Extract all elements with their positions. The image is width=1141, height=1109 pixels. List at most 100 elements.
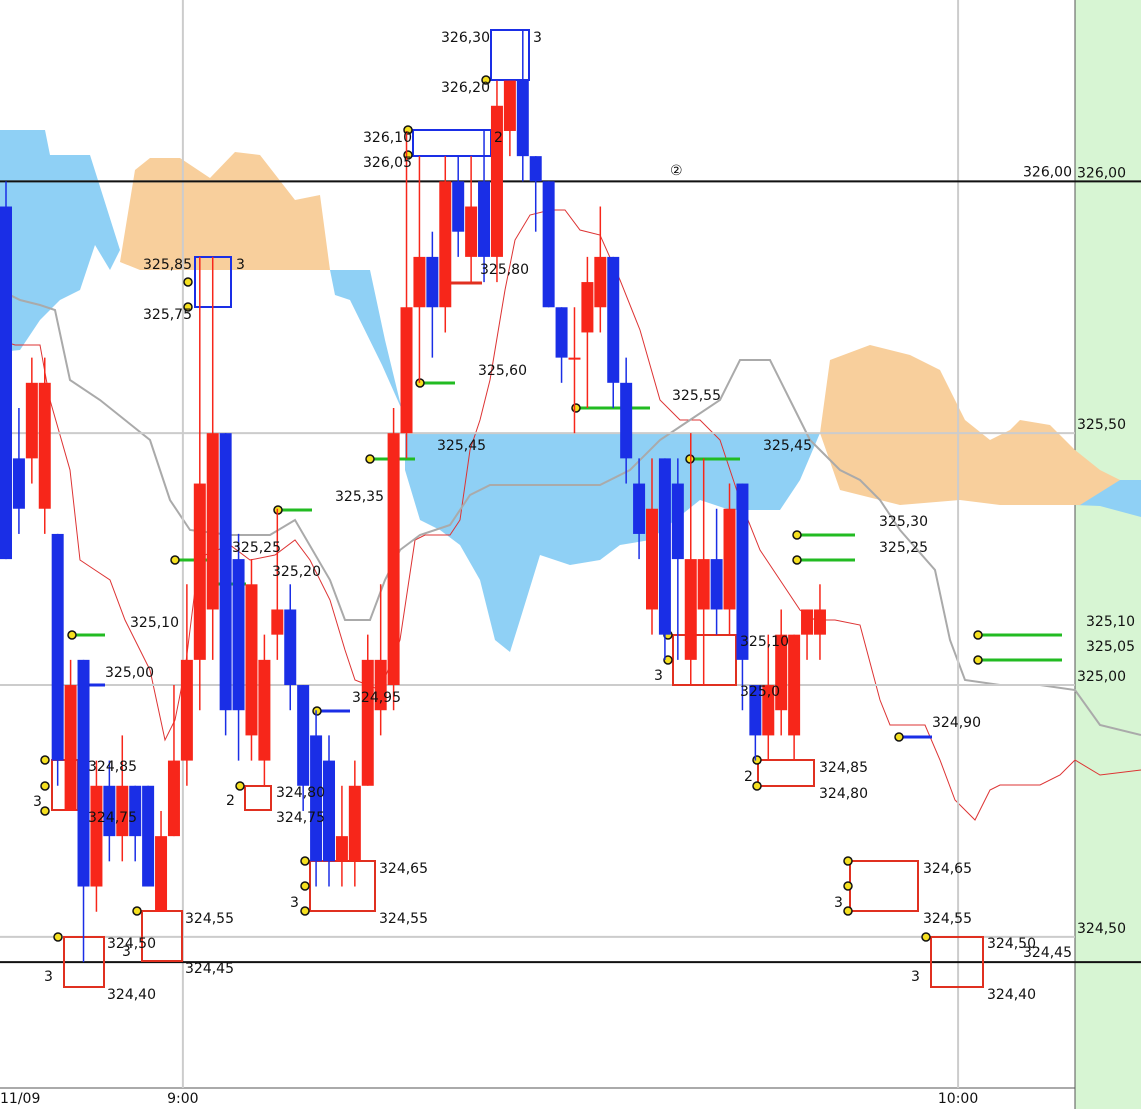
order-box — [849, 860, 919, 912]
price-annotation: 324,75 — [276, 810, 325, 826]
price-annotation: 325,60 — [478, 363, 527, 379]
price-annotation: 325,75 — [143, 307, 192, 323]
candle-body — [103, 785, 116, 837]
order-dot — [792, 530, 802, 540]
candle-body — [335, 836, 348, 862]
price-annotation: 324,85 — [819, 760, 868, 776]
candle-body — [271, 609, 284, 635]
price-annotation: 325,85 — [143, 257, 192, 273]
candle-body — [38, 382, 51, 509]
candle-body — [723, 508, 736, 610]
candle-body — [90, 785, 103, 887]
y-tick-label: 324,50 — [1077, 921, 1126, 937]
candle-body — [788, 634, 801, 736]
candle-body — [116, 785, 129, 837]
price-annotation: 326,05 — [363, 155, 412, 171]
price-annotation: 2 — [744, 769, 753, 785]
price-annotation: 324,85 — [88, 759, 137, 775]
candle-body — [374, 659, 387, 711]
candle-body — [219, 433, 232, 711]
price-annotation: 324,80 — [819, 786, 868, 802]
price-annotation: 3 — [44, 969, 53, 985]
candle-body — [167, 760, 180, 837]
candle-body — [25, 382, 38, 459]
axis-panel — [1075, 0, 1141, 1109]
price-annotation: 2 — [494, 130, 503, 146]
price-annotation: 324,50 — [987, 936, 1036, 952]
candle-body — [77, 659, 90, 887]
candle-body — [542, 181, 555, 308]
order-dot — [235, 781, 245, 791]
price-annotation: 324,40 — [107, 987, 156, 1003]
price-annotation: 325,20 — [272, 564, 321, 580]
candle-body — [658, 458, 671, 635]
price-annotation: 325,0 — [740, 684, 780, 700]
price-annotation: 3 — [290, 895, 299, 911]
price-annotation: 325,45 — [437, 438, 486, 454]
level-label: 326,00 — [1023, 164, 1072, 180]
price-annotation: 324,55 — [379, 911, 428, 927]
candle-body — [633, 483, 646, 534]
candle-body — [413, 256, 426, 308]
price-annotation: 325,45 — [763, 438, 812, 454]
candle-body — [762, 685, 775, 736]
candle-body — [555, 307, 568, 358]
y-tick-label: 326,00 — [1077, 165, 1126, 181]
candle-body — [12, 458, 25, 509]
candle-body — [452, 181, 465, 232]
order-dot — [685, 454, 695, 464]
order-dot — [40, 755, 50, 765]
order-box — [412, 129, 492, 157]
order-dot — [752, 781, 762, 791]
candle-body — [581, 282, 594, 333]
order-dot — [843, 856, 853, 866]
price-annotation: 324,50 — [107, 936, 156, 952]
price-annotation: 3 — [533, 30, 542, 46]
x-tick-label: 11/09 — [0, 1091, 40, 1107]
candle-body — [348, 785, 361, 862]
price-annotation: 325,05 — [1086, 639, 1135, 655]
candle-body — [258, 659, 271, 761]
candle-body — [129, 785, 142, 837]
price-annotation: 325,25 — [232, 540, 281, 556]
candle-body — [620, 382, 633, 459]
candle-body — [155, 836, 168, 912]
ichimoku-cloud — [0, 130, 1141, 652]
price-annotation: 324,55 — [185, 911, 234, 927]
candle-body — [813, 609, 826, 635]
candle-body — [697, 559, 710, 610]
order-dot — [40, 781, 50, 791]
candle-body — [775, 634, 788, 711]
price-annotation: 3 — [33, 794, 42, 810]
x-tick-label: 9:00 — [167, 1091, 198, 1107]
candle-body — [684, 559, 697, 660]
price-annotation: 3 — [911, 969, 920, 985]
order-dot — [67, 630, 77, 640]
order-dot — [170, 555, 180, 565]
price-annotation: 324,40 — [987, 987, 1036, 1003]
order-dot — [300, 906, 310, 916]
order-dot — [973, 655, 983, 665]
x-tick-label: 10:00 — [938, 1091, 978, 1107]
level-label: 324,45 — [1023, 945, 1072, 961]
candle-body — [245, 584, 258, 736]
price-annotation: 324,65 — [923, 861, 972, 877]
candle-body — [0, 206, 12, 560]
price-annotation: 325,35 — [335, 489, 384, 505]
order-dot — [843, 881, 853, 891]
candle-body — [671, 483, 684, 560]
candle-body — [180, 659, 193, 761]
candle-body — [51, 533, 64, 761]
candle-body — [439, 181, 452, 308]
order-dot — [663, 655, 673, 665]
candle-body — [465, 206, 478, 257]
order-dot — [365, 454, 375, 464]
order-dot — [843, 906, 853, 916]
candle-body — [310, 735, 323, 862]
candle-body — [490, 105, 503, 257]
price-annotation: 3 — [122, 944, 131, 960]
order-dot — [183, 277, 193, 287]
candle-body — [232, 559, 245, 711]
candle-body — [64, 685, 77, 811]
